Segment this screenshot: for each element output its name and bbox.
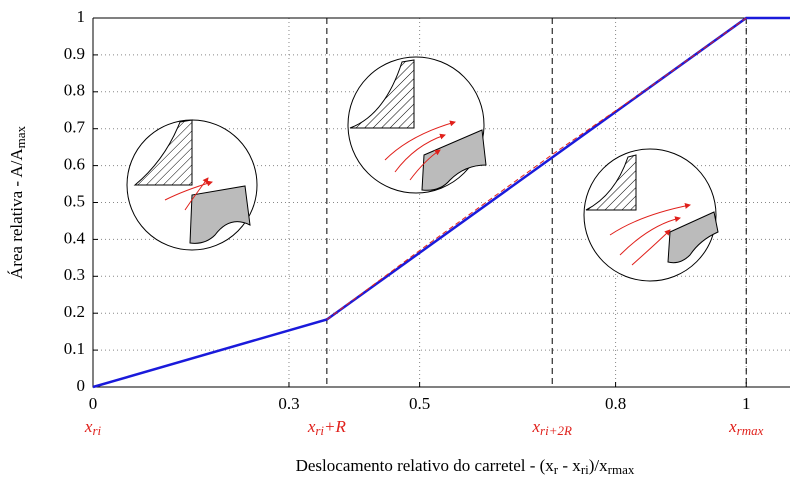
y-tick-label: 0 [77, 376, 86, 395]
data-line [326, 17, 747, 320]
x-tick-label: 0.8 [605, 394, 626, 413]
y-tick-label: 0.2 [64, 302, 85, 321]
y-tick-label: 1 [77, 7, 86, 26]
x-label-text: Deslocamento relativo do carretel - (x [296, 456, 555, 475]
x-axis-label: Deslocamento relativo do carretel - (xr … [296, 456, 635, 477]
illustration [126, 56, 719, 282]
marker-label: xri+R [307, 417, 347, 438]
y-tick-label: 0.3 [64, 265, 85, 284]
y-tick-label: 0.1 [64, 339, 85, 358]
x-label-sub: r [554, 462, 559, 477]
marker-label: xrmax [728, 417, 763, 438]
marker-base: x [307, 417, 316, 436]
marker-base: x [532, 417, 541, 436]
x-tick-label: 0 [89, 394, 98, 413]
marker-sub: ri+2R [540, 423, 572, 438]
y-axis-label: Área relativa - A/Amax [7, 125, 28, 279]
marker-sub: ri [315, 423, 324, 438]
x-label-sub: ri [581, 462, 589, 477]
y-tick-label: 0.8 [64, 81, 85, 100]
x-label-sub: rmax [608, 462, 635, 477]
y-tick-label: 0.5 [64, 191, 85, 210]
y-tick-label: 0.7 [64, 118, 86, 137]
marker-suffix: +R [324, 417, 346, 436]
marker-base: x [728, 417, 737, 436]
x-label-text: - x [558, 456, 581, 475]
marker-label: xri+2R [532, 417, 572, 438]
marker-sub: ri [92, 423, 101, 438]
y-label-sub: max [13, 125, 28, 148]
marker-base: x [84, 417, 93, 436]
x-label-text: )/x [589, 456, 608, 475]
x-tick-label: 0.3 [278, 394, 299, 413]
marker-label: xri [84, 417, 102, 438]
x-tick-label: 0.5 [409, 394, 430, 413]
x-tick-label: 1 [742, 394, 751, 413]
y-tick-label: 0.6 [64, 155, 85, 174]
y-tick-label: 0.9 [64, 44, 85, 63]
y-tick-label: 0.4 [64, 228, 86, 247]
y-label-text: Área relativa - A/A [7, 148, 26, 279]
marker-sub: rmax [737, 423, 764, 438]
data-line [92, 16, 790, 389]
